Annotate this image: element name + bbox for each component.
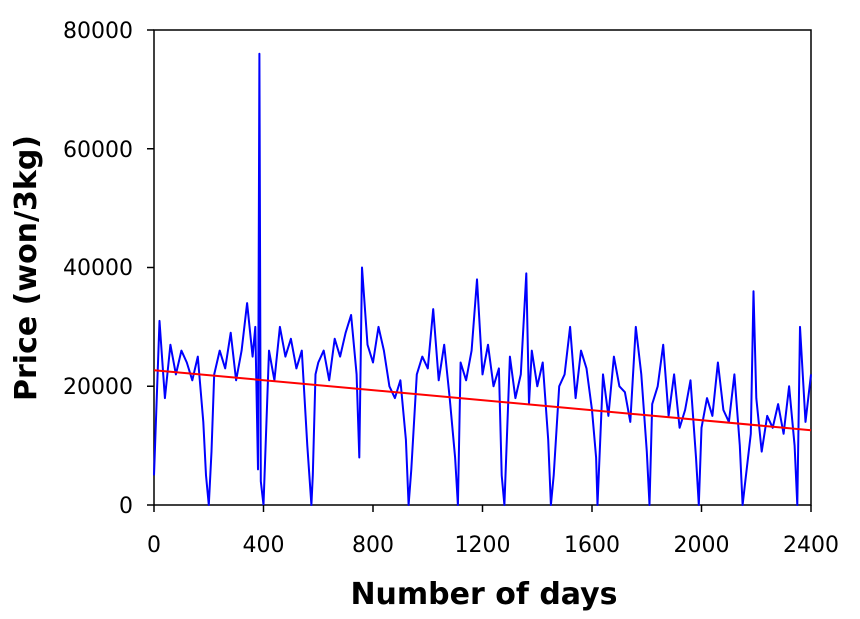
y-tick-label-40000: 40000 (63, 256, 133, 281)
x-tick-label-1600: 1600 (564, 533, 620, 558)
y-axis-title: Price (won/3kg) (9, 135, 44, 401)
x-tick-label-400: 400 (243, 533, 285, 558)
x-tick-label-2000: 2000 (674, 533, 730, 558)
y-tick-label-20000: 20000 (63, 375, 133, 400)
x-axis-title: Number of days (350, 577, 617, 612)
y-tick-label-0: 0 (119, 494, 133, 519)
x-tick-label-2400: 2400 (783, 533, 839, 558)
plot-area-frame (153, 29, 812, 506)
y-tick-label-80000: 80000 (63, 19, 133, 44)
tick-marks (147, 29, 812, 512)
price-series-line (153, 52, 812, 506)
x-tick-labels: 0 400 800 1200 1600 2000 2400 (147, 533, 839, 558)
x-tick-label-1200: 1200 (455, 533, 511, 558)
y-tick-label-60000: 60000 (63, 138, 133, 163)
trend-line (153, 369, 812, 432)
series-layer (153, 52, 812, 506)
y-tick-labels: 0 20000 40000 60000 80000 (63, 19, 133, 519)
x-tick-label-800: 800 (352, 533, 394, 558)
x-tick-label-0: 0 (147, 533, 161, 558)
